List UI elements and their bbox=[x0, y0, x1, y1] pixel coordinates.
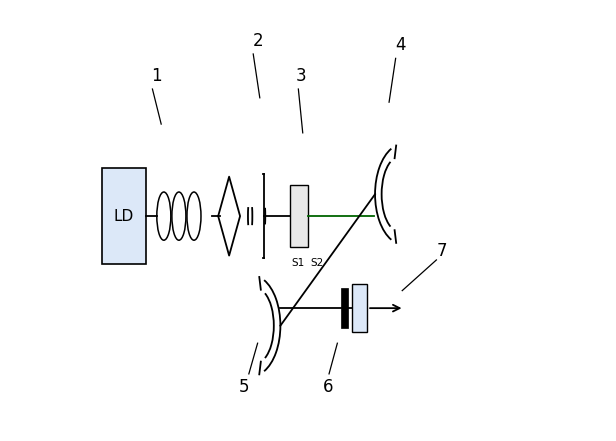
Text: 6: 6 bbox=[322, 378, 333, 396]
Text: 1: 1 bbox=[152, 67, 162, 85]
Text: LD: LD bbox=[114, 209, 134, 224]
Text: 3: 3 bbox=[296, 67, 307, 85]
Text: 2: 2 bbox=[253, 32, 263, 50]
Bar bbox=[102, 168, 146, 264]
Text: 7: 7 bbox=[436, 242, 447, 260]
Bar bbox=[352, 284, 367, 332]
Text: S1: S1 bbox=[292, 258, 305, 268]
Text: 5: 5 bbox=[239, 378, 249, 396]
Text: 4: 4 bbox=[395, 36, 405, 54]
Text: S2: S2 bbox=[310, 258, 323, 268]
Bar bbox=[341, 288, 348, 328]
Bar bbox=[291, 186, 308, 247]
